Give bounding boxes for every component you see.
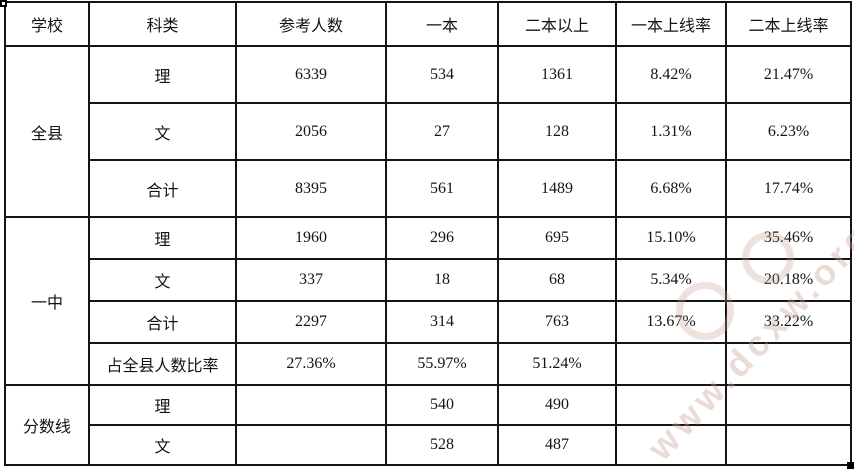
table-row: 分数线 理 540 490: [4, 384, 852, 466]
header-tier2-rate: 二本上线率: [725, 1, 852, 47]
table-cell: 15.10%: [615, 216, 727, 260]
table-row: 一中 理 1960 296 695 15.10% 35.46%: [4, 216, 852, 386]
table-cell: 695: [497, 216, 617, 260]
table-row: 全县 理 6339 534 1361 8.42% 21.47%: [4, 45, 852, 218]
table-cell: 18: [385, 258, 499, 302]
table-cell: 534: [385, 45, 499, 104]
table-cell: 561: [385, 159, 499, 218]
table-cell: [725, 384, 852, 426]
table-select-handle-top-left: [0, 0, 7, 7]
table-cell: 6339: [235, 45, 387, 104]
table-row: 文 337 18 68 5.34% 20.18%: [5, 258, 852, 302]
table-cell: 文: [88, 424, 237, 466]
table-cell: [615, 342, 727, 386]
table-cell: 20.18%: [725, 258, 852, 302]
table-cell: [725, 342, 852, 386]
table-cell: [725, 424, 852, 466]
header-examinee-count: 参考人数: [235, 1, 387, 47]
table-cell: 487: [497, 424, 617, 466]
header-subject-category: 科类: [88, 1, 237, 47]
group-label-no1-school: 一中: [4, 216, 90, 386]
table-row: 文 2056 27 128 1.31% 6.23%: [5, 102, 852, 161]
table-cell: 35.46%: [725, 216, 852, 260]
table-cell: 合计: [88, 159, 237, 218]
header-school: 学校: [4, 1, 90, 47]
table-cell: 8.42%: [615, 45, 727, 104]
header-tier1-rate: 一本上线率: [615, 1, 727, 47]
table-cell: 1489: [497, 159, 617, 218]
table-cell: 2056: [235, 102, 387, 161]
table-cell: 1.31%: [615, 102, 727, 161]
table-cell: 8395: [235, 159, 387, 218]
table-cell: 21.47%: [725, 45, 852, 104]
table-cell: 68: [497, 258, 617, 302]
table-cell: 文: [88, 258, 237, 302]
header-tier2-and-above: 二本以上: [497, 1, 617, 47]
table-row: 合计 8395 561 1489 6.68% 17.74%: [5, 159, 852, 218]
table-row: 合计 2297 314 763 13.67% 33.22%: [5, 300, 852, 344]
table-cell: [235, 424, 387, 466]
table-cell: 128: [497, 102, 617, 161]
table-cell: 296: [385, 216, 499, 260]
group-label-score-line: 分数线: [4, 384, 90, 466]
table-cell: 理: [88, 384, 237, 426]
table-cell: 理: [88, 45, 237, 104]
group-label-county: 全县: [4, 45, 90, 218]
table-cell: 27: [385, 102, 499, 161]
table-cell: [615, 424, 727, 466]
table-row: 占全县人数比率 27.36% 55.97% 51.24%: [5, 342, 852, 386]
table-cell: 理: [88, 216, 237, 260]
table-cell: 27.36%: [235, 342, 387, 386]
table-cell: 55.97%: [385, 342, 499, 386]
header-tier1: 一本: [385, 1, 499, 47]
table-cell: 763: [497, 300, 617, 344]
table-cell: 13.67%: [615, 300, 727, 344]
table-cell: [615, 384, 727, 426]
table-resize-handle-bottom-right: [847, 462, 854, 469]
table-cell: 1960: [235, 216, 387, 260]
table-cell: 51.24%: [497, 342, 617, 386]
table-cell: 337: [235, 258, 387, 302]
exam-results-table: 学校 科类 参考人数 一本 二本以上 一本上线率 二本上线率 全县 理 6339…: [4, 1, 852, 466]
table-cell: 5.34%: [615, 258, 727, 302]
table-cell: 490: [497, 384, 617, 426]
table-cell: 33.22%: [725, 300, 852, 344]
table-cell: 6.23%: [725, 102, 852, 161]
table-cell: 合计: [88, 300, 237, 344]
table-cell: 占全县人数比率: [88, 342, 237, 386]
table-cell: 1361: [497, 45, 617, 104]
table-cell: [235, 384, 387, 426]
table-cell: 6.68%: [615, 159, 727, 218]
table-cell: 2297: [235, 300, 387, 344]
table-cell: 文: [88, 102, 237, 161]
table-header-row: 学校 科类 参考人数 一本 二本以上 一本上线率 二本上线率: [4, 1, 852, 47]
table-cell: 314: [385, 300, 499, 344]
table-cell: 17.74%: [725, 159, 852, 218]
table-cell: 540: [385, 384, 499, 426]
table-cell: 528: [385, 424, 499, 466]
table-row: 文 528 487: [5, 424, 852, 466]
